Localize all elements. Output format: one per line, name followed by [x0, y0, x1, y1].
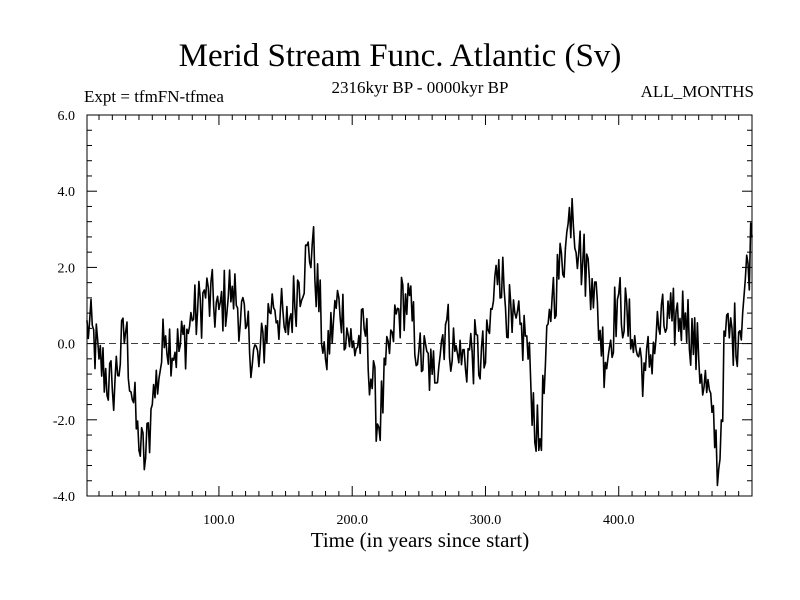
data-point — [724, 335, 727, 337]
data-point — [591, 278, 593, 280]
data-point — [271, 293, 274, 295]
months-label: ALL_MONTHS — [640, 82, 754, 101]
x-tick-label: 300.0 — [470, 513, 502, 528]
data-point — [404, 293, 407, 295]
data-point — [191, 319, 194, 322]
data-point — [244, 327, 247, 330]
data-point — [258, 365, 260, 368]
series-line — [86, 198, 753, 487]
data-point — [138, 449, 140, 452]
data-point — [524, 335, 527, 337]
data-point — [98, 358, 100, 360]
data-point — [444, 323, 447, 326]
data-point — [471, 350, 473, 353]
data-point — [571, 198, 573, 200]
data-point — [178, 350, 180, 353]
data-point — [111, 388, 114, 391]
data-point — [511, 331, 513, 333]
data-point — [311, 243, 314, 246]
data-point — [86, 319, 88, 322]
data-point — [604, 361, 607, 364]
y-tick-label: 6.0 — [58, 109, 76, 124]
data-point — [711, 411, 713, 413]
data-point — [418, 350, 420, 353]
x-axis-label: Time (in years since start) — [310, 528, 530, 552]
x-tick-label: 200.0 — [336, 513, 368, 528]
data-point — [644, 369, 647, 372]
y-tick-label: 2.0 — [58, 261, 76, 276]
y-tick-label: -2.0 — [53, 414, 75, 429]
data-point — [684, 312, 687, 314]
data-point — [551, 297, 553, 299]
experiment-label: Expt = tfmFN-tfmea — [84, 87, 224, 106]
y-tick-label: 0.0 — [58, 338, 76, 353]
data-point — [338, 297, 340, 299]
x-tick-label: 100.0 — [203, 513, 235, 528]
data-point — [751, 236, 753, 238]
data-point — [204, 297, 207, 299]
x-tick-label: 400.0 — [603, 513, 635, 528]
data-point — [497, 258, 500, 261]
chart-title: Merid Stream Func. Atlantic (Sv) — [178, 38, 622, 74]
data-point — [697, 358, 700, 360]
data-point — [391, 331, 393, 333]
data-point — [298, 281, 300, 284]
series-points — [86, 198, 753, 471]
data-point — [144, 457, 147, 459]
data-point — [364, 335, 367, 337]
data-point — [717, 468, 720, 471]
data-point — [564, 247, 567, 250]
y-tick-label: 4.0 — [58, 185, 76, 200]
data-point — [657, 327, 660, 330]
axis-tick-labels: 100.0 200.0 300.0 400.0 -4.0 -2.0 0.0 2.0 4.0 6.0 — [53, 109, 635, 528]
y-tick-label: -4.0 — [53, 490, 75, 505]
data-point — [124, 331, 127, 333]
data-point — [151, 403, 154, 406]
plot-frame — [86, 114, 753, 497]
data-point — [324, 358, 327, 360]
data-point — [164, 335, 167, 337]
data-point — [631, 338, 633, 341]
data-point — [737, 331, 740, 333]
data-point — [284, 331, 287, 333]
data-point — [351, 346, 354, 349]
data-point — [378, 426, 380, 429]
data-point — [537, 449, 540, 452]
data-point — [671, 319, 673, 322]
data-point — [218, 308, 220, 311]
data-point — [458, 361, 460, 364]
data-point — [431, 373, 433, 375]
time-range-label: 2316kyr BP - 0000kyr BP — [331, 78, 509, 97]
data-point — [484, 361, 487, 364]
data-point — [617, 293, 620, 295]
data-point — [231, 285, 234, 288]
axis-ticks — [87, 114, 752, 497]
data-point — [577, 251, 580, 253]
